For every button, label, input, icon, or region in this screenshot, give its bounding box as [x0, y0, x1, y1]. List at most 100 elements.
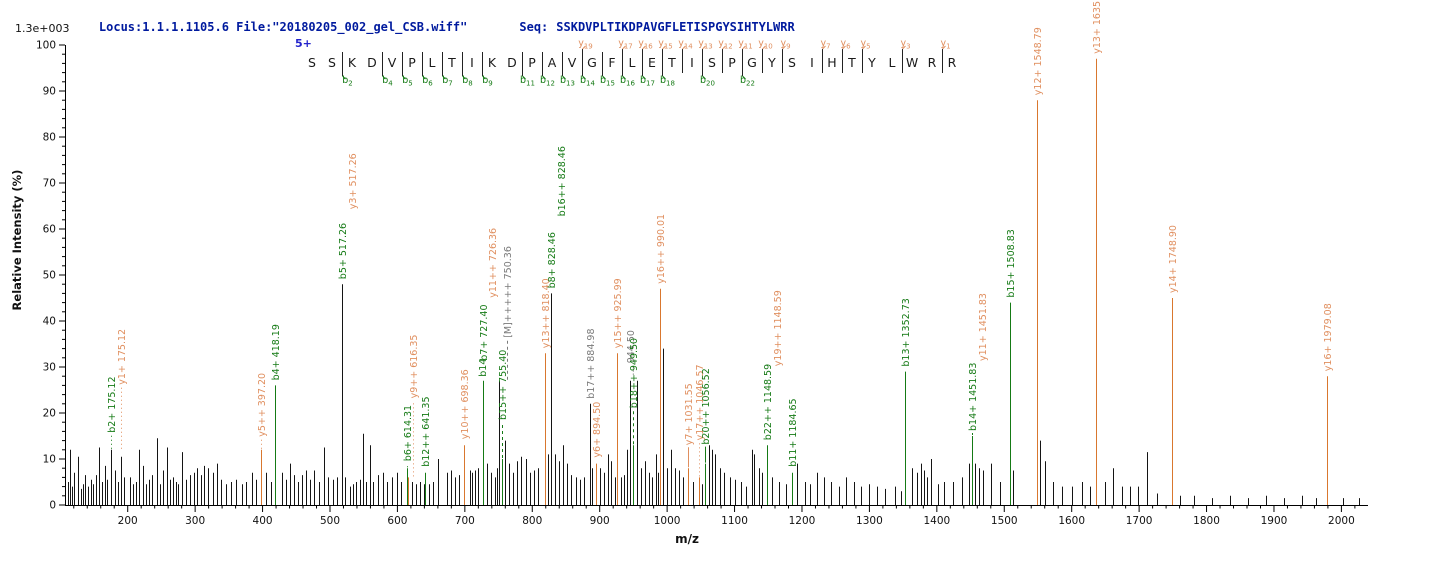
axes: 200 300 400 500 600 700 800 900 1000 1100 1200 1300…: [36, 40, 1368, 527]
peak-label: b22++ 1148.59: [763, 364, 774, 440]
header-line: Locus:1.1.1.1105.6 File:"20180205_002_ge…: [70, 6, 795, 48]
x-tick-label: 500: [320, 515, 340, 527]
residue: F: [608, 55, 615, 70]
residue: T: [447, 55, 456, 70]
residue: D: [507, 55, 517, 70]
residue: D: [367, 55, 377, 70]
peak-label: b11+ 1184.65: [788, 398, 799, 466]
y-ion-label: y14: [678, 38, 693, 51]
peak-label: y17++ 1046.57: [695, 364, 706, 440]
x-tick-label: 1700: [1126, 515, 1153, 527]
peak-label: y15++ 925.99: [613, 278, 624, 348]
y-ion-label: y11: [738, 38, 753, 51]
peak-label: b8+ 828.46: [547, 232, 558, 288]
seq-label: Seq:: [519, 20, 549, 34]
b-ion-label: b16: [620, 75, 635, 88]
x-tick-label: 1100: [721, 515, 748, 527]
peak-label: b15++ 755.40: [498, 350, 509, 420]
residue: E: [648, 55, 656, 70]
labeled-peak: y13++ 818.40: [541, 278, 552, 505]
max-intensity-label: 1.3e+003: [15, 22, 70, 35]
cleavage-y-tick: [582, 45, 586, 50]
peak-label: y9++ 616.35: [409, 335, 420, 399]
x-tick-label: 1600: [1058, 515, 1085, 527]
y-tick-label: 10: [43, 454, 56, 466]
x-tick-label: 1200: [789, 515, 816, 527]
peak-label: y16+ 1979.08: [1323, 303, 1334, 371]
residue: K: [488, 55, 497, 70]
cleavage-b-tick: [542, 75, 546, 80]
peak-label: y10++ 698.36: [460, 369, 471, 439]
b-ion-label: b12: [540, 75, 555, 88]
y-tick-label: 0: [49, 500, 56, 512]
labeled-peak: b20++ 1056.52: [701, 368, 712, 505]
noise-peaks: [68, 348, 1360, 505]
cleavage-y-tick: [742, 45, 746, 50]
residue: S: [328, 55, 336, 70]
y-ion-label: y9: [780, 38, 790, 51]
b-ion-label: b7: [442, 75, 453, 88]
y-ion-label: y12: [718, 38, 733, 51]
residue: S: [788, 55, 796, 70]
residue: Y: [867, 55, 876, 70]
peptide-ladder: 5+S S K D V P L T I K D P A V G F L E T I S P G Y S I H T Y L W R Rb2 b4 b…: [295, 37, 957, 88]
y-tick-label: 80: [43, 132, 56, 144]
y-axis-title: Relative Intensity (%): [10, 170, 24, 311]
x-axis-title: m/z: [675, 532, 699, 546]
labeled-peak: b12++ 641.35: [421, 396, 432, 505]
cleavage-y-tick: [782, 45, 786, 50]
labeled-peak: y12+ 1548.79: [1033, 27, 1044, 505]
b-ion-label: b4: [382, 75, 393, 88]
cleavage-y-tick: [762, 45, 766, 50]
residue: L: [629, 55, 636, 70]
labeled-peak: b17++ 884.98: [586, 328, 597, 505]
labeled-peak: b11+ 1184.65: [788, 398, 799, 505]
b-ion-label: b5: [402, 75, 413, 88]
x-tick-label: 600: [387, 515, 407, 527]
b-ion-label: b13: [560, 75, 575, 88]
cleavage-b-tick: [342, 75, 346, 80]
residue: R: [928, 55, 937, 70]
peak-label: y1+ 175.12: [117, 329, 128, 385]
residue: I: [690, 55, 694, 70]
residue: I: [470, 55, 474, 70]
x-tick-label: 800: [522, 515, 542, 527]
labeled-peak: b5+ 517.26 y3+ 517.26: [338, 153, 359, 505]
cleavage-y-tick: [862, 45, 866, 50]
peak-label: y19++ 1148.59: [773, 290, 784, 366]
cleavage-y-tick: [702, 45, 706, 50]
b-ion-label: b8: [462, 75, 473, 88]
residue: T: [667, 55, 676, 70]
y-ion-label: y6: [840, 38, 851, 51]
y-ion-label: y10: [758, 38, 773, 51]
y-ion-label: y15: [658, 38, 673, 51]
peak-label: y5++ 397.20: [257, 373, 268, 437]
residue: V: [388, 55, 397, 70]
y-tick-label: 60: [43, 224, 56, 236]
peak-label: y11++ 726.36: [488, 228, 499, 298]
cleavage-y-tick: [662, 45, 666, 50]
cleavage-b-tick: [702, 75, 706, 80]
peak-label: y13+ 1635.8: [1092, 0, 1103, 54]
labeled-peak: b15+ 1508.83: [1006, 229, 1017, 505]
peak-label: y6+ 894.50: [592, 402, 603, 458]
seq-value: SSKDVPLTIKDPAVGFLETISPGYSIHTYLWRR: [556, 20, 795, 34]
labeled-peak: y10++ 698.36: [460, 369, 471, 505]
b-ion-label: b15: [600, 75, 615, 88]
labeled-peak: y5++ 397.20: [257, 373, 268, 505]
cleavage-b-tick: [442, 75, 446, 80]
peak-label: y11+ 1451.83: [978, 293, 989, 361]
residue: G: [587, 55, 597, 70]
x-tick-label: 1900: [1261, 515, 1288, 527]
residue: P: [408, 55, 416, 70]
b-ion-label: b9: [482, 75, 493, 88]
cleavage-b-tick: [382, 75, 386, 80]
cleavage-b-tick: [742, 75, 746, 80]
peak-label: y16++ 990.01: [656, 214, 667, 284]
cleavage-y-tick: [902, 45, 906, 50]
cleavage-b-tick: [482, 75, 486, 80]
b-ion-label: b6: [422, 75, 433, 88]
cleavage-y-tick: [642, 45, 646, 50]
residue: G: [747, 55, 757, 70]
